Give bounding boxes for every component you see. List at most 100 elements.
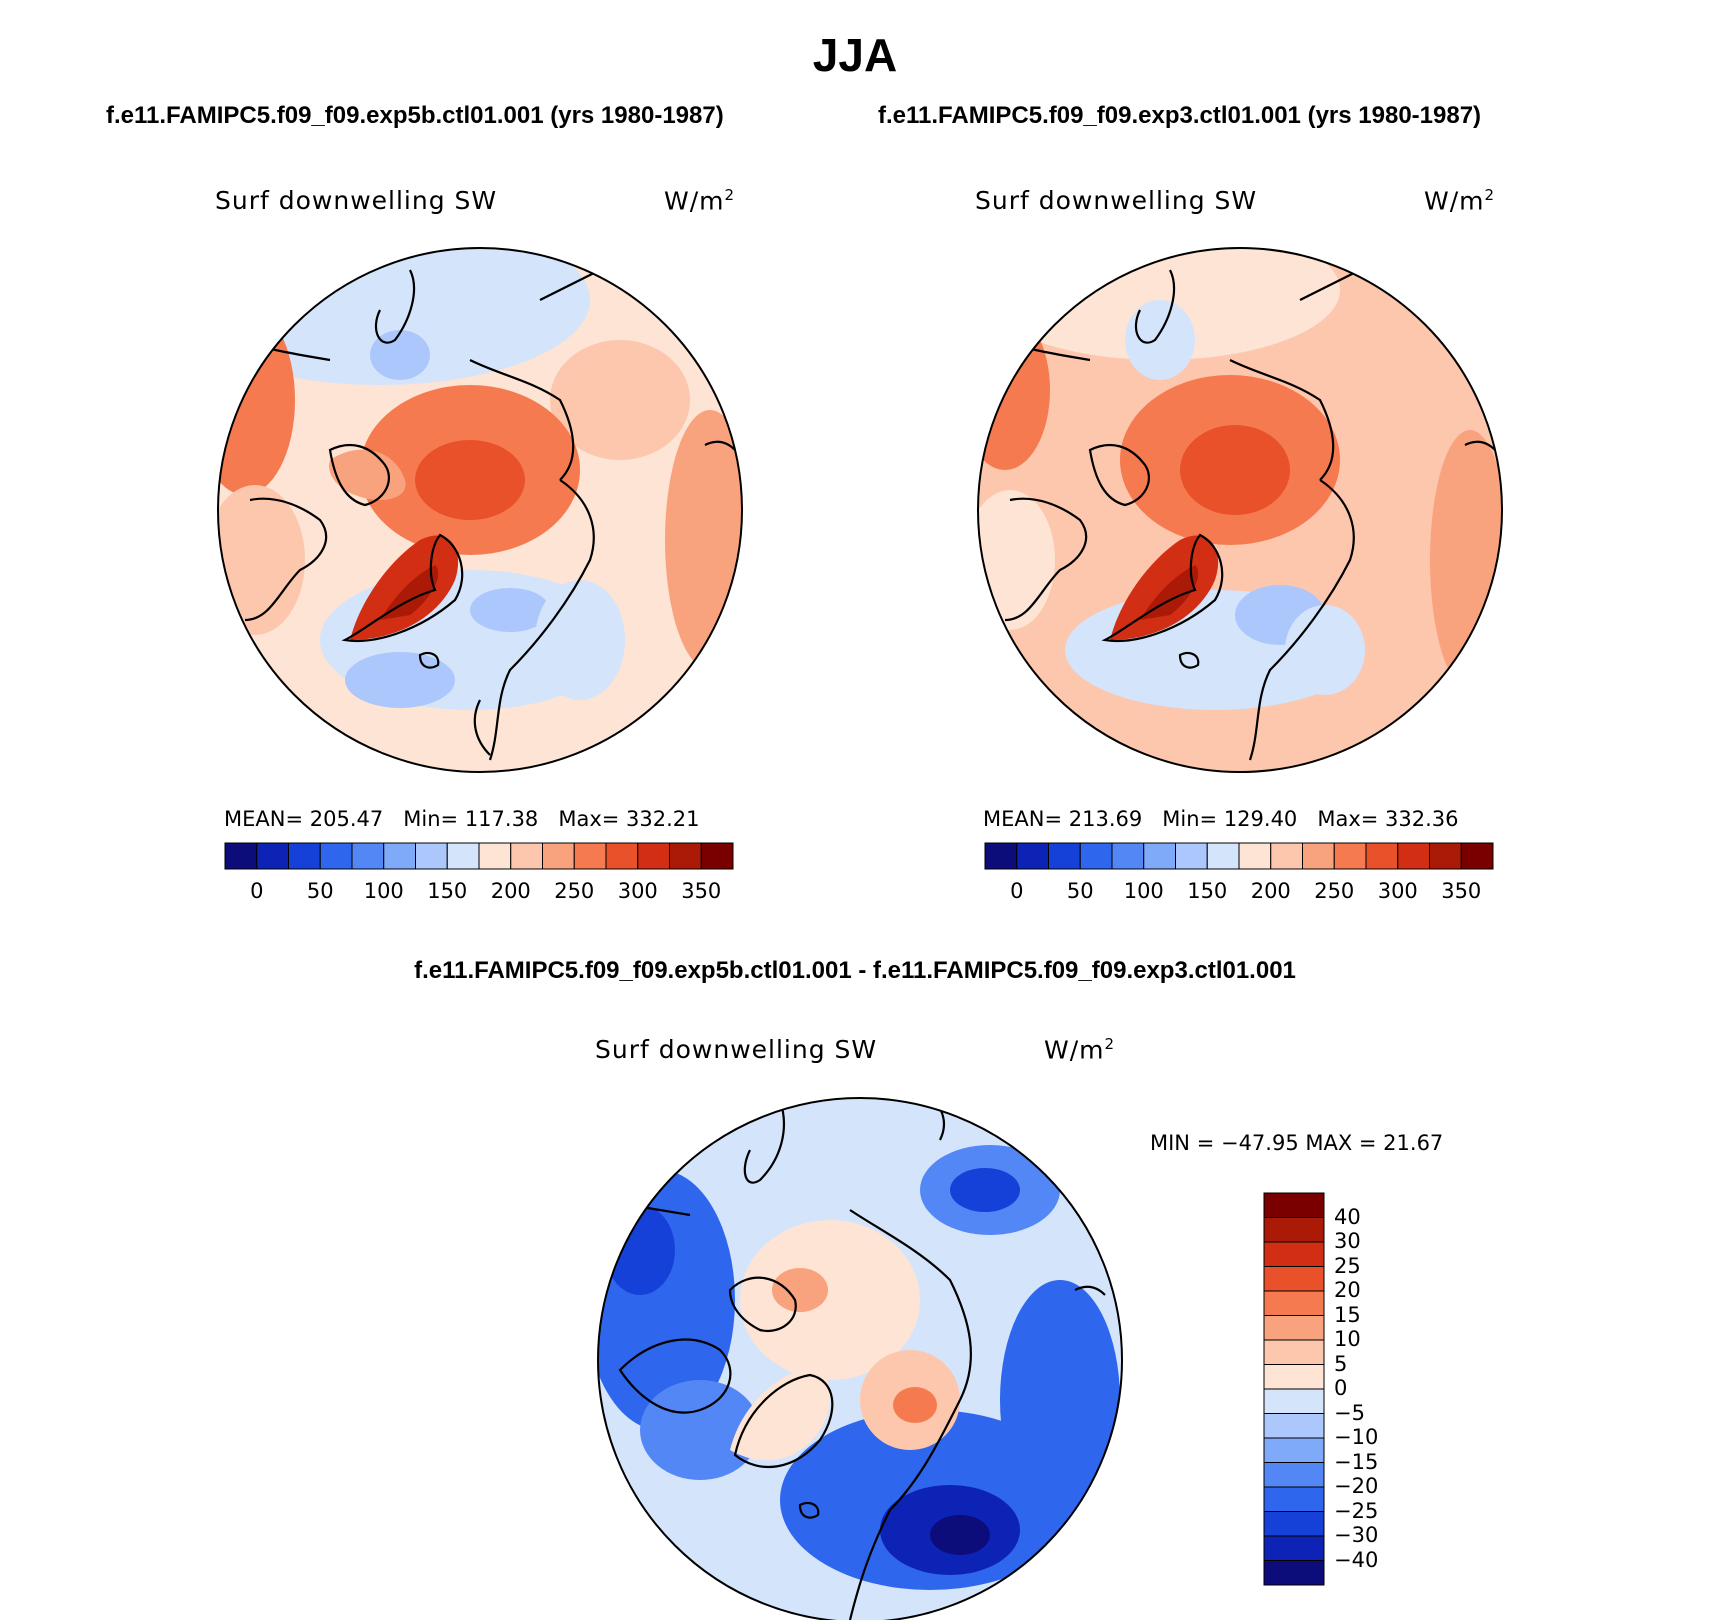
left-colorbar <box>224 842 734 870</box>
diff-colorbar-box <box>1263 1388 1325 1414</box>
right-max-label: Max= <box>1317 807 1379 831</box>
right-variable-label: Surf downwelling SW <box>975 186 1258 215</box>
left-colorbar-box <box>446 842 480 870</box>
diff-units-exp: 2 <box>1104 1035 1116 1053</box>
diff-colorbar-box <box>1263 1364 1325 1390</box>
right-colorbar <box>984 842 1494 870</box>
right-colorbar-box <box>1333 842 1367 870</box>
left-region-alaska <box>218 305 295 495</box>
right-colorbar-tick-label: 0 <box>1010 879 1024 903</box>
diff-colorbar-tick-label: 15 <box>1334 1302 1361 1327</box>
diff-colorbar-tick-label: −10 <box>1334 1425 1379 1449</box>
diff-colorbar-tick-label: 20 <box>1334 1278 1361 1302</box>
diff-colorbar-tick-label: −20 <box>1334 1474 1379 1498</box>
right-colorbar-box <box>1016 842 1049 870</box>
left-colorbar-box <box>351 842 385 870</box>
left-units-exp: 2 <box>724 186 736 204</box>
left-colorbar-box <box>700 842 734 870</box>
left-mean-label: MEAN= <box>224 807 304 831</box>
diff-colorbar-tick-label: −15 <box>1334 1449 1379 1474</box>
diff-colorbar-tick-label: 10 <box>1334 1327 1361 1351</box>
diff-colorbar-box <box>1263 1462 1325 1488</box>
right-case-title: f.e11.FAMIPC5.f09_f09.exp3.ctl01.001 (yr… <box>878 102 1482 129</box>
left-map <box>217 247 743 773</box>
right-colorbar-tick-label: 150 <box>1187 879 1228 903</box>
diff-colorbar <box>1263 1192 1325 1586</box>
left-colorbar-tick-label: 150 <box>427 879 468 903</box>
right-colorbar-box <box>1429 842 1462 870</box>
diff-colorbar-box <box>1263 1266 1325 1292</box>
right-units-exp: 2 <box>1484 186 1496 204</box>
diff-region-arctic-max <box>893 1387 937 1423</box>
right-colorbar-tick-label: 250 <box>1314 879 1355 903</box>
left-colorbar-tick-label: 50 <box>306 879 334 903</box>
diff-colorbar-box <box>1263 1560 1325 1586</box>
left-max-value: 332.21 <box>626 807 700 831</box>
right-units-label: W/m2 <box>1424 186 1495 215</box>
left-region-arctic-core <box>415 440 525 520</box>
left-colorbar-box <box>542 842 575 870</box>
diff-case-title: f.e11.FAMIPC5.f09_f09.exp5b.ctl01.001 - … <box>414 957 1296 984</box>
left-colorbar-box <box>605 842 639 870</box>
diff-map <box>597 1097 1123 1620</box>
diff-colorbar-tick-label: −30 <box>1334 1523 1379 1547</box>
right-region-bering <box>1125 300 1195 380</box>
right-units-base: W/m <box>1424 186 1485 216</box>
left-colorbar-tick-label: 250 <box>554 879 595 903</box>
diff-colorbar-tick-label: 30 <box>1334 1229 1361 1253</box>
left-min-value: 117.38 <box>464 807 539 831</box>
right-colorbar-box <box>1111 842 1145 870</box>
diff-colorbar-box <box>1263 1437 1325 1463</box>
diff-map-border <box>597 1097 1123 1620</box>
diff-colorbar-box <box>1263 1535 1325 1561</box>
diff-colorbar-box <box>1263 1241 1325 1267</box>
right-colorbar-box <box>984 842 1018 870</box>
right-stats: MEAN= 213.69 Min= 129.40 Max= 332.36 <box>983 807 1459 831</box>
left-units-label: W/m2 <box>664 186 735 215</box>
left-coastlines <box>234 269 736 761</box>
right-colorbar-box <box>1270 842 1303 870</box>
diff-minmax: MIN = −47.95 MAX = 21.67 <box>1150 1131 1444 1155</box>
left-region-norwegian <box>470 588 550 632</box>
left-region-siberia <box>550 340 690 460</box>
left-colorbar-box <box>510 842 543 870</box>
left-mean-value: 205.47 <box>309 807 384 831</box>
right-max-value: 332.36 <box>1385 807 1459 831</box>
diff-colorbar-box <box>1263 1290 1325 1316</box>
right-colorbar-tick-label: 350 <box>1441 879 1482 903</box>
diff-region-canada <box>640 1380 760 1480</box>
right-colorbar-tick-label: 300 <box>1377 879 1418 903</box>
left-colorbar-box <box>319 842 353 870</box>
left-min-label: Min= <box>403 807 459 831</box>
left-case-title: f.e11.FAMIPC5.f09_f09.exp5b.ctl01.001 (y… <box>106 102 724 129</box>
right-region-greenland-core <box>1140 565 1199 620</box>
left-variable-label: Surf downwelling SW <box>215 186 498 215</box>
left-region-canada-west <box>218 485 305 635</box>
left-colorbar-tick-label: 0 <box>250 879 264 903</box>
diff-colorbar-box <box>1263 1413 1325 1439</box>
diff-colorbar-box <box>1263 1511 1325 1537</box>
diff-colorbar-tick-label: 25 <box>1334 1253 1361 1278</box>
right-colorbar-box <box>1175 842 1208 870</box>
left-colorbar-tick-label: 300 <box>617 879 658 903</box>
left-region-siberia-east <box>665 410 742 670</box>
left-colorbar-box <box>669 842 702 870</box>
left-colorbar-box <box>288 842 321 870</box>
right-map-border <box>977 247 1503 773</box>
diff-variable-label: Surf downwelling SW <box>595 1035 878 1064</box>
left-colorbar-box <box>224 842 258 870</box>
diff-colorbar-box <box>1263 1486 1325 1512</box>
diff-colorbar-tick-label: 0 <box>1334 1376 1348 1400</box>
left-region-atlantic-low <box>345 652 455 708</box>
diff-units-label: W/m2 <box>1044 1035 1115 1064</box>
right-colorbar-box <box>1302 842 1335 870</box>
diff-region-arctic <box>740 1220 920 1380</box>
left-colorbar-tick-label: 100 <box>363 879 404 903</box>
diff-colorbar-box <box>1263 1315 1325 1341</box>
right-region-alaska <box>978 310 1050 470</box>
left-colorbar-box <box>256 842 289 870</box>
right-colorbar-tick-label: 50 <box>1066 879 1094 903</box>
right-colorbar-box <box>1143 842 1176 870</box>
left-colorbar-box <box>383 842 416 870</box>
right-min-value: 129.40 <box>1223 807 1298 831</box>
